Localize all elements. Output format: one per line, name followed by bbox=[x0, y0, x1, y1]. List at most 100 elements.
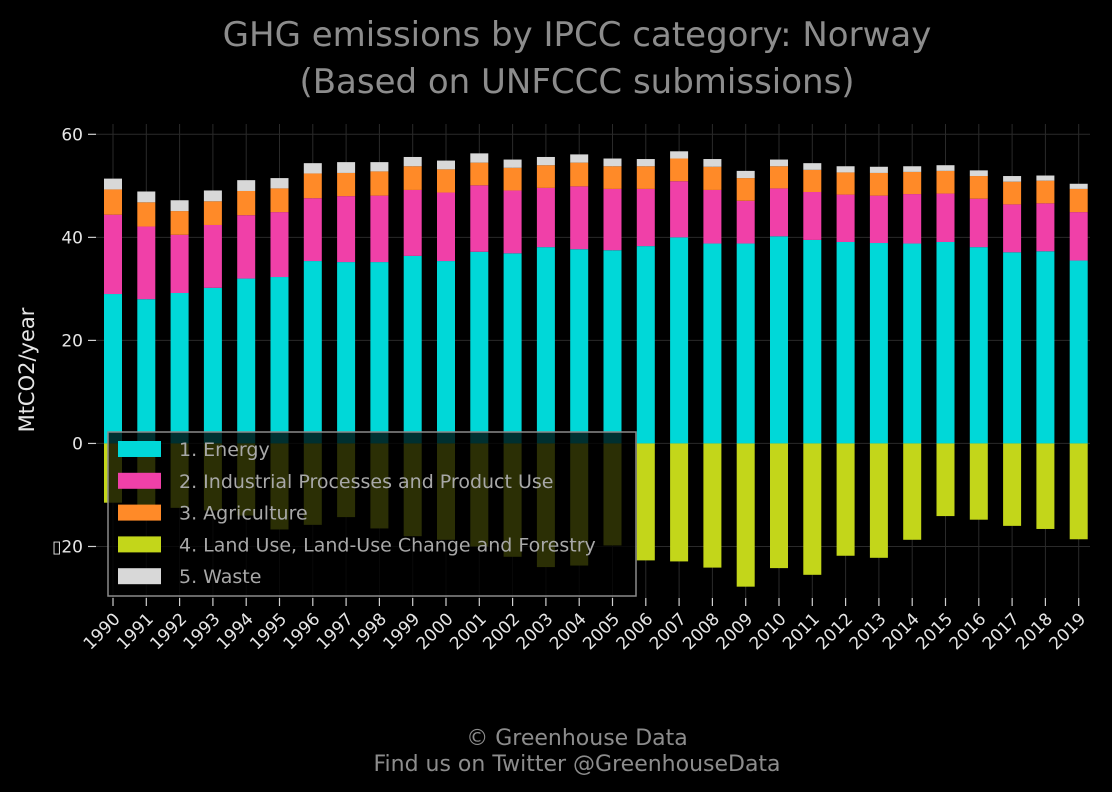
legend-swatch bbox=[118, 472, 161, 489]
x-tick-label: 2010 bbox=[746, 609, 791, 654]
bar-2016-series-2 bbox=[969, 198, 988, 248]
bar-2001-series-5 bbox=[470, 153, 489, 163]
bar-2008-series-2 bbox=[703, 189, 722, 244]
bar-1990-series-5 bbox=[104, 178, 122, 190]
bar-2006-series-1 bbox=[636, 246, 655, 444]
credit-copyright: © Greenhouse Data bbox=[466, 726, 687, 751]
bar-2002-series-1 bbox=[503, 253, 522, 444]
x-tick-label: 2014 bbox=[879, 609, 924, 654]
bar-2008-series-1 bbox=[703, 243, 722, 444]
legend: 1. Energy 2. Industrial Processes and Pro… bbox=[107, 431, 637, 597]
credit-twitter: Find us on Twitter @GreenhouseData bbox=[373, 752, 780, 777]
y-tick-label: 0 bbox=[72, 434, 83, 454]
bar-2017-series-1 bbox=[1003, 252, 1022, 444]
bar-2017-series-2 bbox=[1003, 204, 1022, 253]
bar-2011-series-4 bbox=[803, 443, 822, 575]
legend-box bbox=[107, 431, 637, 597]
bar-2004-series-3 bbox=[570, 162, 589, 187]
bar-2016-series-1 bbox=[969, 247, 988, 444]
bar-1994-series-3 bbox=[237, 190, 256, 216]
bar-1995-series-3 bbox=[270, 188, 289, 213]
y-tick-label: ▯20 bbox=[52, 537, 83, 557]
x-tick-label: 2004 bbox=[546, 609, 591, 654]
bar-2013-series-1 bbox=[869, 243, 888, 444]
bar-1991-series-1 bbox=[137, 299, 156, 444]
bar-2008-series-5 bbox=[703, 159, 722, 167]
bar-2007-series-1 bbox=[670, 237, 689, 444]
bar-1995-series-5 bbox=[270, 178, 289, 189]
bar-1996-series-3 bbox=[303, 173, 322, 199]
bar-2000-series-5 bbox=[437, 160, 455, 170]
x-tick-label: 2012 bbox=[812, 609, 857, 654]
x-tick-label: 1993 bbox=[180, 609, 225, 654]
x-tick-label: 2006 bbox=[613, 609, 658, 654]
bar-2001-series-1 bbox=[470, 251, 489, 444]
bar-2012-series-4 bbox=[836, 443, 855, 556]
bar-2002-series-5 bbox=[503, 159, 522, 168]
bar-1997-series-5 bbox=[337, 162, 356, 173]
bar-2005-series-2 bbox=[603, 188, 622, 251]
bar-2007-series-5 bbox=[670, 151, 689, 159]
bar-2008-series-4 bbox=[703, 443, 722, 568]
legend-swatch bbox=[118, 568, 161, 585]
bar-2000-series-3 bbox=[437, 169, 455, 193]
bar-2012-series-2 bbox=[836, 194, 855, 242]
bar-2007-series-3 bbox=[670, 158, 689, 182]
bar-1991-series-5 bbox=[137, 191, 156, 203]
bar-2013-series-3 bbox=[869, 172, 888, 196]
bar-1991-series-2 bbox=[137, 226, 156, 300]
x-tick-label: 2017 bbox=[979, 609, 1024, 654]
chart-subtitle: (Based on UNFCCC submissions) bbox=[299, 62, 854, 102]
bar-2007-series-4 bbox=[670, 443, 689, 562]
bar-2016-series-5 bbox=[969, 170, 988, 177]
bar-1998-series-2 bbox=[370, 195, 389, 263]
x-tick-label: 1999 bbox=[380, 609, 425, 654]
x-tick-label: 2019 bbox=[1045, 609, 1090, 654]
bar-2010-series-1 bbox=[770, 236, 788, 444]
x-tick-label: 1992 bbox=[146, 609, 191, 654]
bar-2016-series-3 bbox=[969, 176, 988, 199]
bar-2003-series-1 bbox=[536, 247, 555, 444]
x-tick-label: 2003 bbox=[513, 609, 558, 654]
bar-1992-series-1 bbox=[170, 292, 189, 444]
bar-1992-series-5 bbox=[170, 200, 189, 212]
legend-label: 2. Industrial Processes and Product Use bbox=[179, 471, 553, 493]
bar-2018-series-5 bbox=[1036, 175, 1055, 181]
bar-2014-series-5 bbox=[903, 166, 922, 172]
bar-1994-series-2 bbox=[237, 215, 256, 279]
bar-1999-series-2 bbox=[403, 189, 422, 256]
bar-2019-series-2 bbox=[1069, 212, 1088, 261]
x-tick-label: 1998 bbox=[346, 609, 391, 654]
bar-2018-series-4 bbox=[1036, 443, 1055, 529]
bar-2011-series-5 bbox=[803, 163, 822, 170]
y-axis-title: MtCO2/year bbox=[15, 307, 39, 432]
bar-1994-series-5 bbox=[237, 180, 256, 191]
bars bbox=[104, 151, 1088, 587]
y-tick-label: 40 bbox=[61, 228, 83, 248]
x-tick-label: 1996 bbox=[280, 609, 325, 654]
bar-2017-series-3 bbox=[1003, 181, 1022, 205]
bar-1992-series-3 bbox=[170, 211, 189, 235]
x-tick-label: 2002 bbox=[479, 609, 524, 654]
x-tick-label: 1990 bbox=[80, 609, 125, 654]
x-tick-label: 2007 bbox=[646, 609, 691, 654]
bar-2007-series-2 bbox=[670, 181, 689, 238]
x-tick-label: 1995 bbox=[246, 609, 291, 654]
x-tick-label: 2018 bbox=[1012, 609, 1057, 654]
bar-2005-series-3 bbox=[603, 166, 622, 189]
bar-2010-series-3 bbox=[770, 166, 788, 189]
bar-2001-series-2 bbox=[470, 185, 489, 252]
bar-2005-series-5 bbox=[603, 158, 622, 167]
bar-2009-series-3 bbox=[736, 178, 755, 201]
x-tick-label: 1997 bbox=[313, 609, 358, 654]
bar-2014-series-3 bbox=[903, 171, 922, 195]
bar-2017-series-5 bbox=[1003, 176, 1022, 182]
bar-2006-series-3 bbox=[636, 166, 655, 189]
bar-2011-series-1 bbox=[803, 239, 822, 444]
bar-2009-series-2 bbox=[736, 200, 755, 244]
bar-1995-series-2 bbox=[270, 212, 289, 278]
bar-2019-series-1 bbox=[1069, 260, 1088, 444]
bar-2014-series-2 bbox=[903, 194, 922, 244]
bar-2015-series-1 bbox=[936, 241, 955, 444]
